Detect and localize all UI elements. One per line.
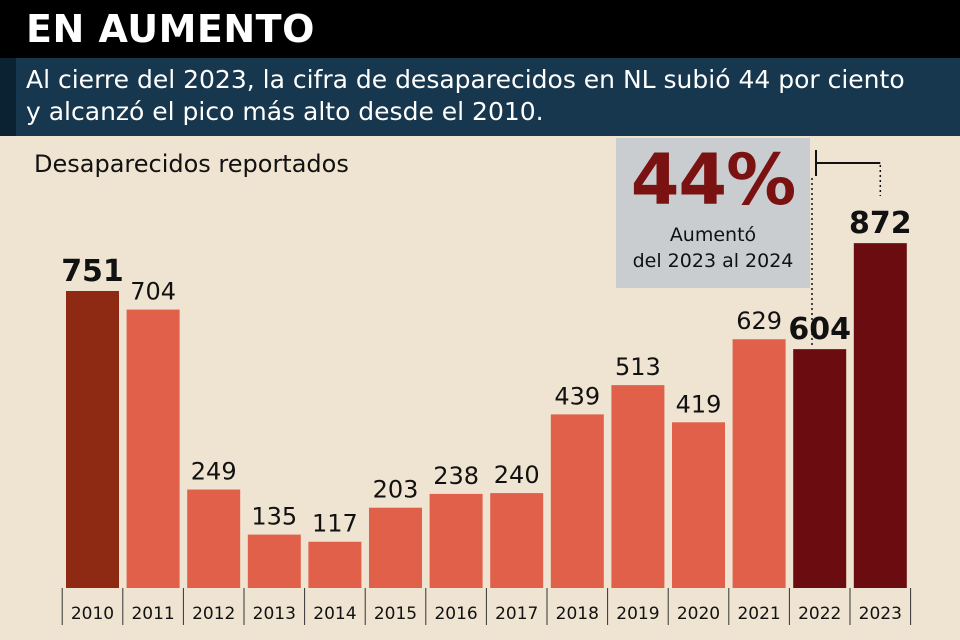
data-label-2019: 513 (615, 353, 661, 381)
bar-2013 (247, 534, 301, 588)
data-label-2015: 203 (373, 476, 419, 504)
header-bar: EN AUMENTO (0, 0, 960, 58)
bar-2020 (672, 422, 725, 588)
bar-2014 (308, 541, 362, 588)
bar-2023 (853, 243, 907, 588)
x-tick-2010: 2010 (71, 604, 114, 624)
bar-2019 (611, 385, 665, 588)
data-label-2018: 439 (554, 382, 600, 410)
page-title: EN AUMENTO (26, 7, 315, 51)
data-label-2014: 117 (312, 510, 358, 538)
data-label-2010: 751 (61, 254, 124, 289)
data-label-2017: 240 (494, 461, 540, 489)
bar-2018 (550, 414, 604, 588)
bar-2010 (66, 291, 119, 588)
data-label-2023: 872 (849, 206, 912, 241)
x-tick-2018: 2018 (556, 604, 599, 624)
chart-title: Desaparecidos reportados (34, 150, 349, 178)
bar-2016 (429, 493, 483, 588)
callout-box: 44% Aumentó del 2023 al 2024 (616, 138, 810, 288)
bar-2015 (369, 507, 422, 588)
callout-caption: Aumentó del 2023 al 2024 (632, 224, 794, 272)
bar-2012 (187, 489, 241, 588)
x-tick-2021: 2021 (737, 604, 780, 624)
data-label-2011: 704 (130, 278, 176, 306)
x-tick-2016: 2016 (434, 604, 477, 624)
bar-2021 (732, 339, 786, 588)
x-tick-2014: 2014 (313, 604, 356, 624)
x-tick-2011: 2011 (131, 604, 174, 624)
x-tick-2015: 2015 (374, 604, 417, 624)
x-tick-2013: 2013 (253, 604, 296, 624)
subtitle-band: Al cierre del 2023, la cifra de desapare… (0, 58, 960, 136)
data-label-2012: 249 (191, 458, 237, 486)
bar-2011 (126, 309, 180, 588)
data-label-2013: 135 (251, 503, 297, 531)
x-tick-2012: 2012 (192, 604, 235, 624)
bar-2022 (793, 349, 847, 588)
x-tick-2020: 2020 (677, 604, 720, 624)
x-tick-2019: 2019 (616, 604, 659, 624)
x-tick-2023: 2023 (859, 604, 902, 624)
subtitle-accent (0, 58, 16, 136)
callout-value: 44% (630, 139, 797, 221)
x-tick-2022: 2022 (798, 604, 841, 624)
data-label-2016: 238 (433, 462, 479, 490)
data-label-2022: 604 (788, 312, 851, 347)
x-tick-2017: 2017 (495, 604, 538, 624)
subtitle-text: Al cierre del 2023, la cifra de desapare… (26, 65, 905, 126)
data-label-2020: 419 (676, 390, 722, 418)
data-label-2021: 629 (736, 307, 782, 335)
bar-2017 (490, 493, 544, 588)
